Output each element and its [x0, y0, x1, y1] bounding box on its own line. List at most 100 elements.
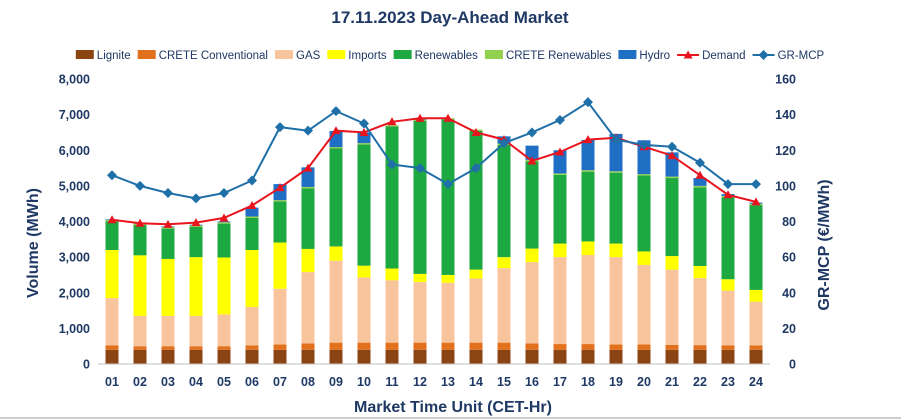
demand-point: [247, 200, 257, 209]
bar-gas: [693, 278, 707, 346]
demand-point: [331, 126, 341, 135]
legend-label-gas: GAS: [296, 50, 321, 62]
demand-point: [219, 213, 229, 222]
bar-lignite: [497, 349, 511, 364]
bar-crete-conventional: [105, 345, 119, 350]
bar-lignite: [329, 349, 343, 364]
bar-lignite: [245, 349, 259, 364]
gr-mcp-point: [555, 114, 565, 125]
bar-imports: [693, 266, 707, 279]
bar-gas: [469, 278, 483, 343]
x-tick-label: 18: [581, 375, 595, 389]
bar-hydro: [357, 132, 371, 144]
bar-crete-renewables: [693, 185, 707, 188]
bar-gas: [301, 272, 315, 344]
bar-crete-renewables: [329, 147, 343, 149]
bar-renewables: [161, 228, 175, 259]
gr-mcp-point: [583, 97, 593, 108]
bar-hydro: [273, 184, 287, 201]
bar-lignite: [665, 349, 679, 364]
bar-lignite: [749, 349, 763, 364]
bar-renewables: [385, 126, 399, 269]
legend-label-lignite: Lignite: [97, 50, 131, 62]
x-tick-label: 17: [553, 375, 567, 389]
bar-renewables: [665, 178, 679, 257]
bar-renewables: [469, 131, 483, 270]
x-tick-label: 05: [217, 375, 231, 389]
bar-gas: [133, 315, 147, 347]
bar-imports: [581, 241, 595, 255]
chart-legend: Lignite CRETE Conventional GAS Imports Renew…: [75, 50, 825, 62]
bar-gas: [385, 280, 399, 343]
x-tick-label: 12: [413, 375, 427, 389]
bar-renewables: [609, 172, 623, 244]
bar-gas: [749, 301, 763, 346]
bar-crete-renewables: [357, 143, 371, 145]
x-tick-label: 13: [441, 375, 455, 389]
bar-gas: [189, 315, 203, 347]
bar-hydro: [217, 221, 231, 223]
gr-mcp-point: [191, 193, 201, 204]
gr-mcp-point: [723, 179, 733, 190]
bar-imports: [721, 279, 735, 291]
legend-label-gr-mcp: GR-MCP: [778, 50, 825, 62]
bar-lignite: [609, 349, 623, 364]
y2-tick-label: 120: [775, 144, 796, 158]
bar-renewables: [553, 174, 567, 244]
y-tick-label: 3,000: [59, 251, 90, 265]
x-axis-title: Market Time Unit (CET-Hr): [354, 399, 552, 416]
bar-gas: [245, 307, 259, 346]
bar-hydro: [581, 139, 595, 171]
bar-renewables: [693, 187, 707, 267]
bar-crete-renewables: [245, 216, 259, 218]
y-tick-label: 6,000: [59, 144, 90, 158]
bar-crete-conventional: [497, 342, 511, 350]
legend-swatch-crete-renewables: [484, 50, 503, 59]
bar-lignite: [469, 349, 483, 364]
y2-tick-label: 40: [782, 286, 796, 300]
bar-crete-conventional: [217, 346, 231, 350]
y2-tick-label: 80: [782, 215, 796, 229]
bar-renewables: [133, 225, 147, 256]
gr-mcp-point: [695, 157, 705, 168]
bar-crete-conventional: [357, 342, 371, 350]
y2-tick-label: 100: [775, 179, 796, 193]
bar-hydro: [553, 150, 567, 174]
bar-crete-conventional: [161, 346, 175, 350]
bar-gas: [665, 269, 679, 345]
demand-point: [527, 156, 537, 165]
bar-renewables: [217, 223, 231, 258]
demand-point: [303, 163, 313, 172]
legend-label-imports: Imports: [348, 50, 387, 62]
bar-lignite: [581, 349, 595, 364]
demand-point: [751, 197, 761, 206]
x-tick-label: 07: [273, 375, 287, 389]
x-tick-label: 04: [189, 375, 203, 389]
bar-renewables: [413, 120, 427, 274]
bar-crete-conventional: [581, 344, 595, 350]
bar-renewables: [245, 217, 259, 250]
legend-marker-gr-mcp: [758, 50, 769, 60]
bar-crete-conventional: [721, 345, 735, 350]
bar-renewables: [273, 201, 287, 243]
demand-line: [111, 117, 757, 226]
bar-crete-conventional: [637, 344, 651, 350]
bar-crete-renewables: [217, 222, 231, 224]
gr-mcp-point: [471, 163, 481, 174]
bar-lignite: [217, 349, 231, 364]
bar-imports: [441, 274, 455, 283]
gr-mcp-point: [611, 134, 621, 145]
demand-point: [443, 113, 453, 122]
demand-point: [723, 190, 733, 199]
bar-imports: [161, 258, 175, 316]
legend-label-crete-renewables: CRETE Renewables: [506, 50, 612, 62]
bar-gas: [413, 282, 427, 343]
bar-imports: [105, 250, 119, 299]
y-tick-label: 1,000: [59, 322, 90, 336]
bar-lignite: [301, 349, 315, 364]
demand-point: [583, 135, 593, 144]
line-series: [107, 97, 761, 228]
bar-gas: [217, 314, 231, 347]
bar-gas: [273, 288, 287, 345]
x-tick-label: 01: [105, 375, 119, 389]
